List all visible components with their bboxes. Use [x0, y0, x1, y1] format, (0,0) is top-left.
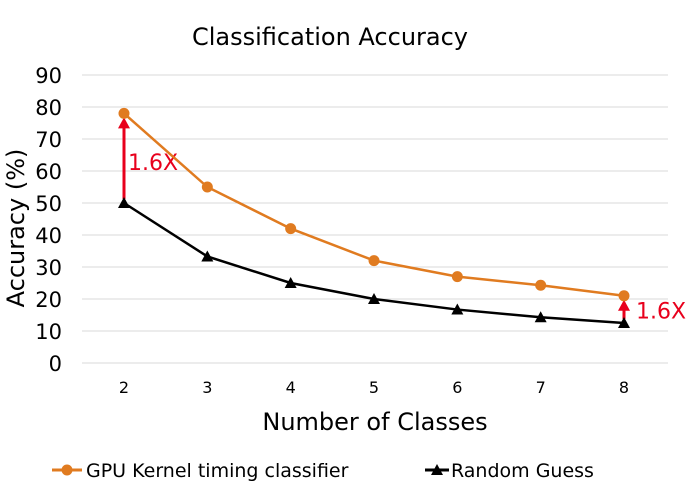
data-point [201, 250, 214, 262]
legend-entry: Random Guess [425, 460, 594, 482]
x-tick-label: 3 [202, 378, 212, 397]
legend: GPU Kernel timing classifier Random Guess [52, 460, 594, 482]
annotation-arrow-head [118, 117, 130, 129]
x-tick-label: 4 [286, 378, 296, 397]
annotation-label: 1.6X [636, 299, 686, 324]
y-axis-label: Accuracy (%) [2, 149, 30, 308]
x-tick-label: 6 [452, 378, 462, 397]
data-point [285, 223, 297, 235]
annotation-arrow-head [618, 299, 630, 311]
data-point [534, 311, 547, 323]
data-point [118, 197, 130, 208]
series-line [123, 112, 625, 298]
y-tick-label: 40 [35, 224, 62, 248]
y-tick-label: 10 [35, 320, 62, 344]
series-random-guess [118, 197, 630, 328]
x-tick-label: 7 [536, 378, 546, 397]
x-tick-label: 2 [119, 378, 129, 397]
data-point [284, 277, 297, 288]
y-tick-label: 90 [35, 64, 62, 88]
gridlines [82, 74, 668, 364]
x-tick-label: 5 [369, 378, 379, 397]
data-point [535, 279, 547, 291]
series-gpu-kernel-timing-classifier [118, 107, 630, 302]
x-tick-labels: 2 3 4 5 6 7 8 [119, 378, 629, 397]
y-tick-label: 50 [35, 192, 62, 216]
legend-label: Random Guess [451, 460, 594, 482]
y-tick-label: 0 [49, 352, 62, 376]
data-point [118, 107, 130, 119]
data-point [618, 290, 630, 302]
data-point [451, 271, 463, 283]
legend-swatch-marker [61, 464, 73, 476]
y-tick-label: 70 [35, 128, 62, 152]
ratio-annotations: 1.6X1.6X [118, 117, 686, 324]
y-tick-label: 30 [35, 256, 62, 280]
data-point [368, 293, 380, 304]
x-tick-label: 8 [619, 378, 629, 397]
data-point [618, 317, 630, 328]
x-axis-label: Number of Classes [262, 408, 487, 436]
y-tick-label: 20 [35, 288, 62, 312]
legend-label: GPU Kernel timing classifier [86, 460, 349, 482]
y-tick-label: 80 [35, 96, 62, 120]
data-point [368, 255, 380, 267]
y-tick-labels: 0 10 20 30 40 50 60 70 80 90 [35, 64, 62, 376]
chart-title: Classification Accuracy [192, 23, 468, 51]
data-point [201, 181, 213, 193]
legend-entry: GPU Kernel timing classifier [52, 460, 349, 482]
y-tick-label: 60 [35, 160, 62, 184]
data-series [118, 107, 630, 328]
data-point [451, 303, 464, 315]
legend-swatch-marker [431, 464, 443, 475]
